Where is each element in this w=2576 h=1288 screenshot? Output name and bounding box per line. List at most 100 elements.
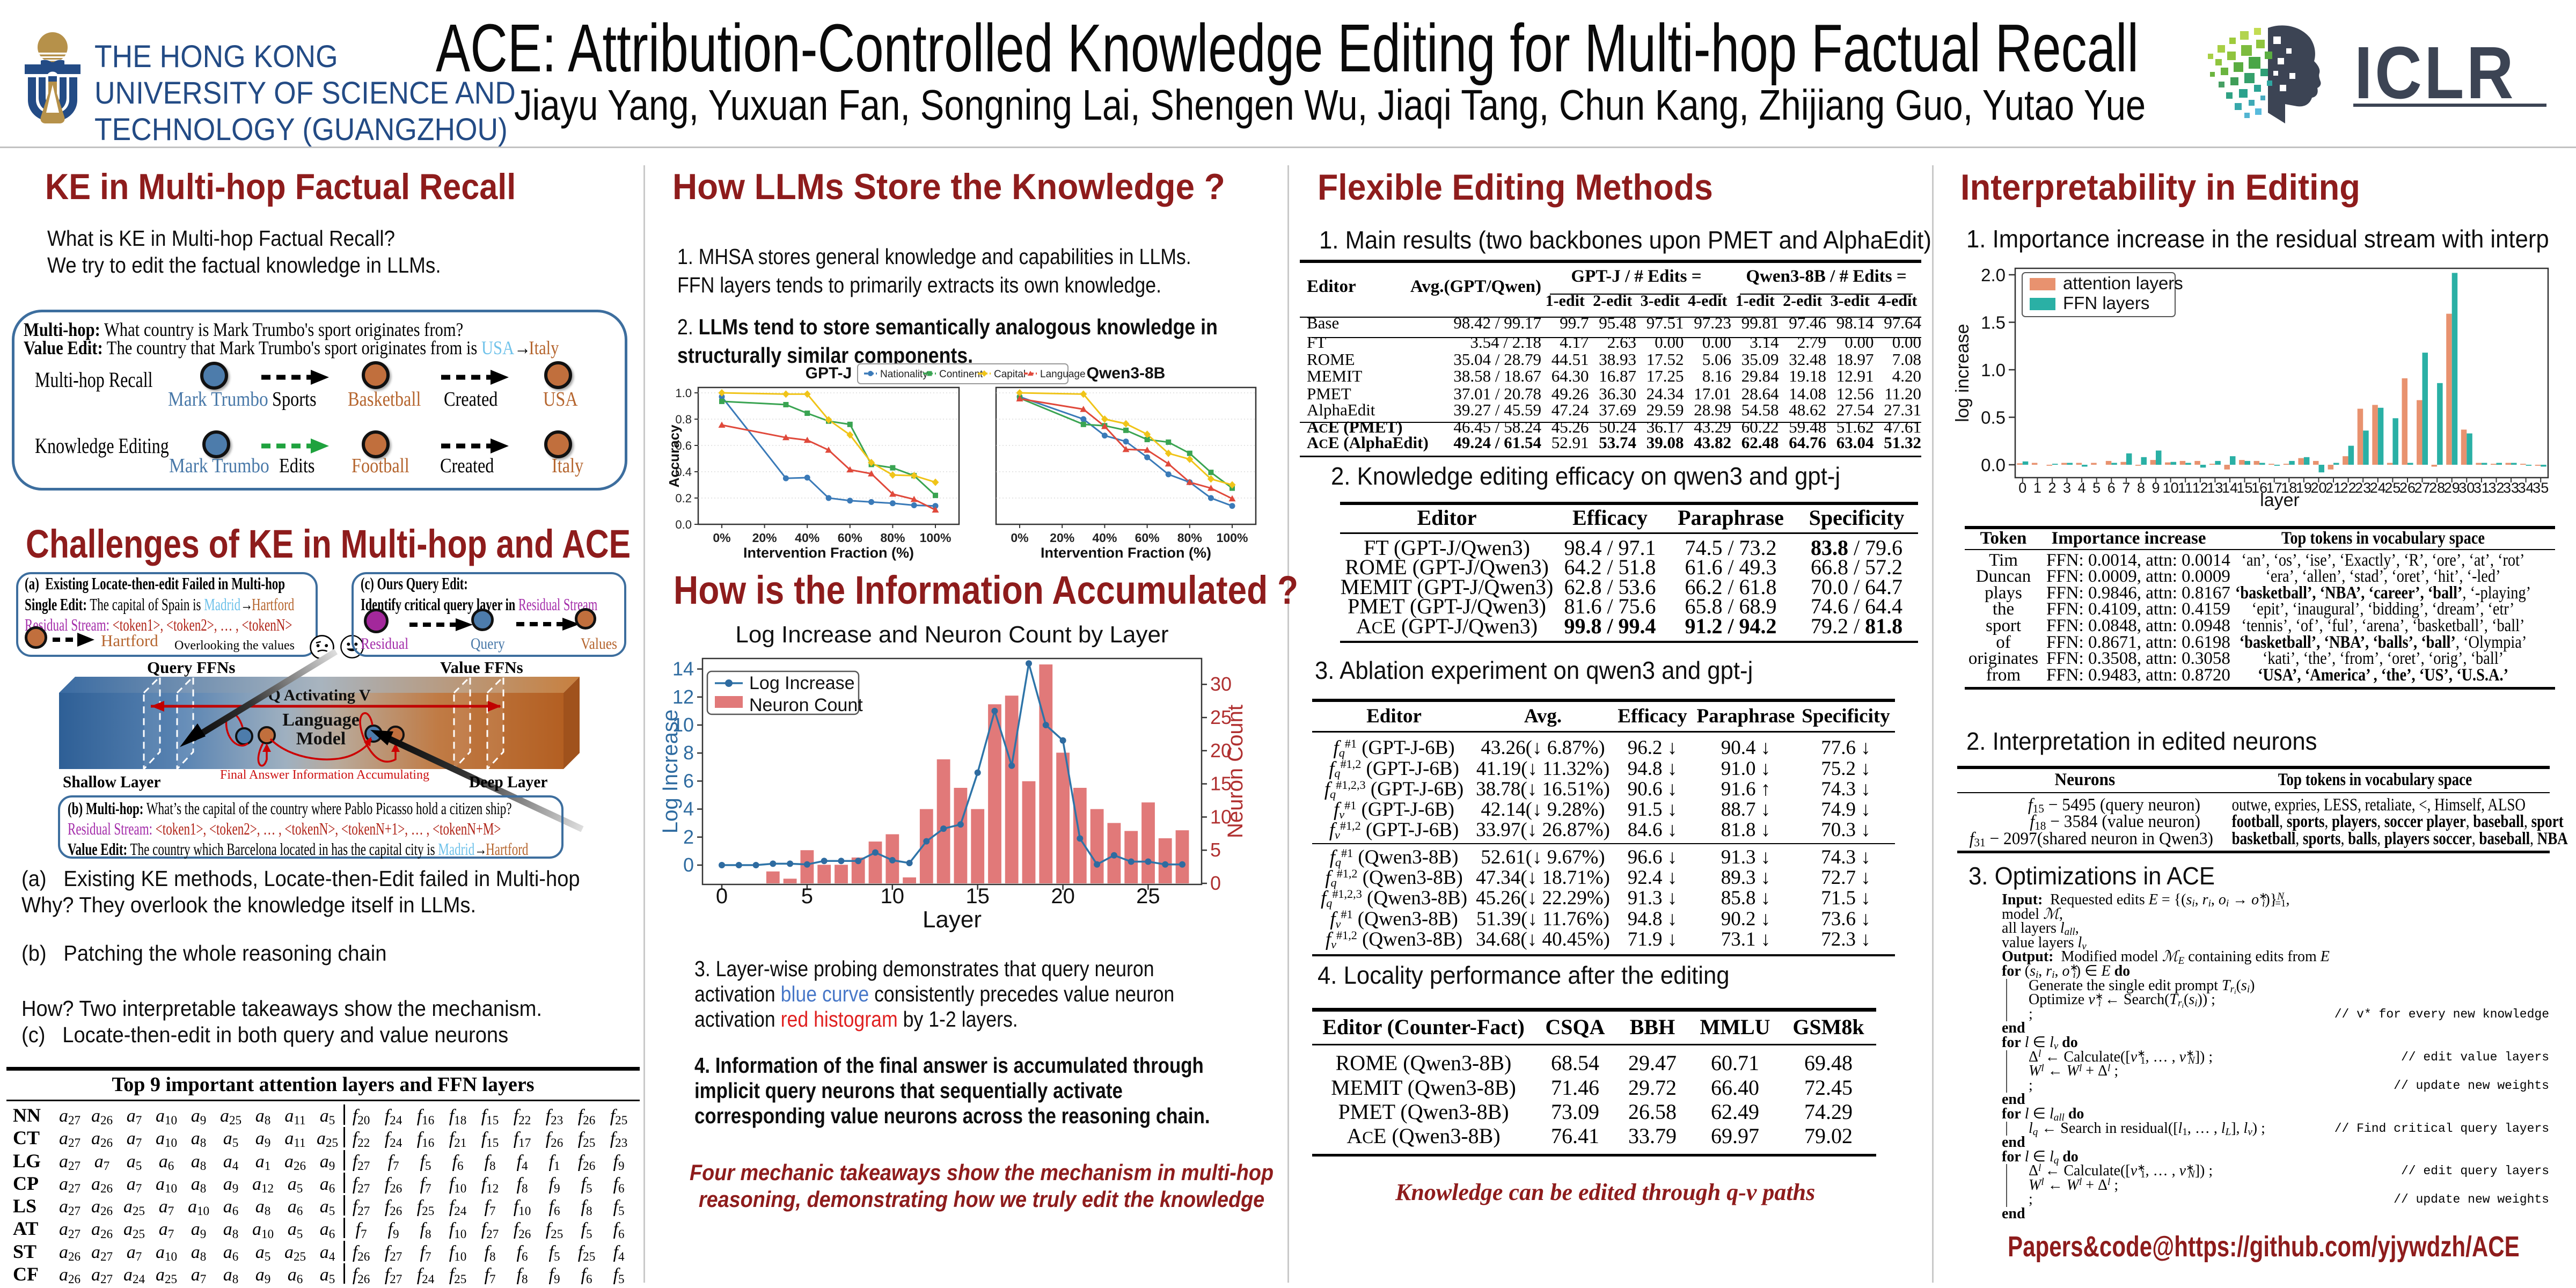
svg-text:Intervention Fraction (%): Intervention Fraction (%)	[743, 545, 914, 561]
svg-text:5: 5	[2092, 480, 2101, 496]
svg-text:1.5: 1.5	[1981, 313, 2006, 333]
svg-text:Neuron Count: Neuron Count	[749, 695, 863, 715]
svg-text:29: 29	[2444, 480, 2460, 496]
svg-text:attention layers: attention layers	[2063, 273, 2183, 293]
svg-text:0.0: 0.0	[1981, 455, 2006, 475]
svg-text:25: 25	[1136, 884, 1160, 908]
svg-text:17: 17	[2266, 480, 2282, 496]
svg-text:11: 11	[2178, 480, 2193, 496]
svg-text:2: 2	[2048, 480, 2056, 496]
svg-text:24: 24	[2370, 480, 2386, 496]
svg-text:80%: 80%	[880, 531, 905, 545]
svg-text:0%: 0%	[713, 531, 730, 545]
svg-text:Log Increase: Log Increase	[658, 709, 682, 833]
svg-text:Log Increase: Log Increase	[749, 673, 855, 693]
svg-text:25: 25	[1210, 706, 1232, 728]
svg-text:Capital: Capital	[994, 369, 1026, 380]
svg-text:12: 12	[2192, 480, 2208, 496]
svg-text:6: 6	[2107, 480, 2116, 496]
svg-text:0: 0	[1210, 872, 1221, 894]
svg-text:0%: 0%	[1011, 531, 1028, 545]
svg-text:27: 27	[2414, 480, 2430, 496]
svg-text:4: 4	[683, 798, 694, 820]
svg-text:0.0: 0.0	[675, 518, 692, 531]
svg-text:0.6: 0.6	[675, 439, 692, 452]
svg-text:28: 28	[2429, 480, 2445, 496]
svg-text:10: 10	[881, 884, 905, 908]
svg-text:31: 31	[2473, 480, 2490, 496]
svg-text:3: 3	[2063, 480, 2071, 496]
svg-text:1.0: 1.0	[1981, 360, 2006, 380]
svg-text:80%: 80%	[1177, 531, 1202, 545]
svg-text:26: 26	[2399, 480, 2416, 496]
svg-text:34: 34	[2518, 480, 2534, 496]
svg-text:40%: 40%	[1092, 531, 1117, 545]
svg-text:log increase: log increase	[1953, 324, 1973, 422]
svg-text:23: 23	[2355, 480, 2371, 496]
svg-text:22: 22	[2340, 480, 2357, 496]
svg-text:0.5: 0.5	[1981, 408, 2006, 428]
svg-text:10: 10	[1210, 806, 1232, 828]
svg-text:layer: layer	[2260, 490, 2300, 510]
svg-text:21: 21	[2325, 480, 2341, 496]
svg-text:35: 35	[2533, 480, 2549, 496]
svg-text:32: 32	[2488, 480, 2504, 496]
svg-text:0: 0	[2018, 480, 2026, 496]
svg-text:Nationality: Nationality	[880, 369, 928, 380]
svg-text:2.0: 2.0	[1981, 265, 2006, 285]
svg-text:Intervention Fraction (%): Intervention Fraction (%)	[1041, 545, 1211, 561]
svg-text:8: 8	[683, 742, 694, 764]
svg-text:2: 2	[683, 826, 694, 848]
svg-text:0: 0	[716, 884, 728, 908]
svg-text:8: 8	[2137, 480, 2145, 496]
svg-text:6: 6	[683, 770, 694, 792]
svg-text:60%: 60%	[838, 531, 862, 545]
svg-text:FFN layers: FFN layers	[2063, 293, 2149, 313]
svg-text:Language: Language	[1040, 369, 1086, 380]
svg-text:5: 5	[1210, 839, 1221, 861]
svg-text:20: 20	[2310, 480, 2326, 496]
svg-text:60%: 60%	[1135, 531, 1160, 545]
svg-text:16: 16	[2251, 480, 2267, 496]
svg-text:25: 25	[2384, 480, 2401, 496]
svg-text:100%: 100%	[920, 531, 952, 545]
svg-text:100%: 100%	[1217, 531, 1248, 545]
svg-text:13: 13	[2207, 480, 2223, 496]
svg-text:Neuron Count: Neuron Count	[1224, 705, 1247, 838]
svg-text:GPT-J: GPT-J	[806, 364, 852, 382]
svg-text:30: 30	[2458, 480, 2475, 496]
svg-text:Q Activating V: Q Activating V	[268, 686, 370, 704]
svg-text:1: 1	[2033, 480, 2041, 496]
svg-text:7: 7	[2122, 480, 2130, 496]
svg-text:4: 4	[2078, 480, 2086, 496]
svg-text:33: 33	[2503, 480, 2519, 496]
svg-text:Layer: Layer	[923, 906, 982, 933]
svg-text:9: 9	[2151, 480, 2160, 496]
svg-text:10: 10	[2163, 480, 2179, 496]
svg-text:15: 15	[965, 884, 990, 908]
svg-text:14: 14	[2222, 480, 2238, 496]
svg-text:14: 14	[672, 658, 694, 680]
svg-text:0.4: 0.4	[675, 465, 692, 479]
svg-text:0: 0	[683, 854, 694, 876]
svg-text:Continent: Continent	[939, 369, 983, 380]
svg-text:15: 15	[2236, 480, 2252, 496]
svg-text:20: 20	[1051, 884, 1075, 908]
svg-text:10: 10	[672, 714, 694, 736]
svg-text:30: 30	[1210, 673, 1232, 695]
svg-text:12: 12	[672, 686, 694, 708]
svg-text:Model: Model	[296, 729, 346, 749]
svg-text:5: 5	[801, 884, 813, 908]
svg-text:20%: 20%	[1050, 531, 1074, 545]
svg-text:Qwen3-8B: Qwen3-8B	[1087, 364, 1166, 382]
svg-text:15: 15	[1210, 773, 1232, 795]
svg-text:0.2: 0.2	[675, 492, 692, 505]
svg-text:Log Increase and Neuron Count: Log Increase and Neuron Count by Layer	[735, 623, 1168, 648]
svg-text:0.8: 0.8	[675, 413, 692, 426]
svg-text:20: 20	[1210, 740, 1232, 762]
svg-text:40%: 40%	[795, 531, 819, 545]
svg-text:Final Answer Information Accum: Final Answer Information Accumulating	[220, 768, 429, 782]
svg-text:Accuracy: Accuracy	[666, 425, 682, 488]
svg-text:Language: Language	[282, 710, 360, 730]
svg-text:20%: 20%	[752, 531, 777, 545]
